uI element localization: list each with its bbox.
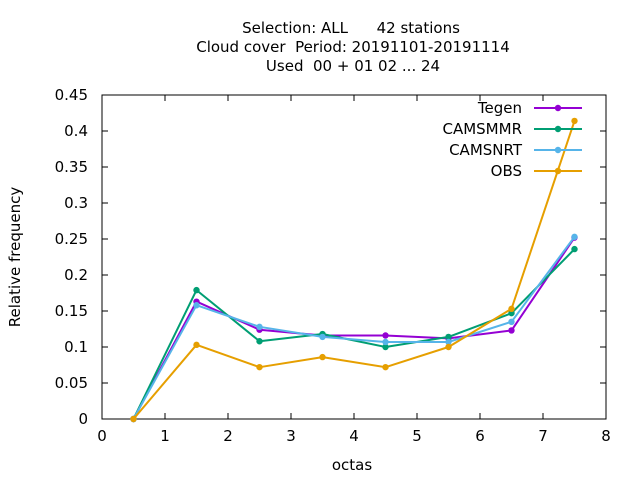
x-tick-label: 7	[538, 427, 548, 445]
y-tick-label: 0.3	[64, 194, 88, 212]
data-point-camsmmr	[382, 343, 389, 351]
data-point-camsnrt	[319, 333, 326, 341]
legend-item-obs: OBS	[491, 162, 582, 180]
axis-ticks: 0 1 2 3 4 5 6 7 8 0 0.05 0.1 0.15 0.2 0.25 0.3 0.35 0.4 0.…	[55, 86, 611, 445]
legend-label: OBS	[491, 162, 522, 180]
data-point-tegen	[508, 327, 515, 334]
y-axis-title: Relative frequency	[6, 187, 24, 328]
y-tick-label: 0.25	[55, 230, 88, 248]
y-tick-label: 0.4	[64, 122, 88, 140]
data-point-camsnrt	[193, 302, 200, 309]
data-point-obs	[130, 415, 137, 423]
series-line-camsmmr	[132, 248, 576, 420]
series-lines	[130, 117, 578, 423]
title-line-1: Selection: ALL 42 stations	[242, 19, 460, 37]
title-line-2: Cloud cover Period: 20191101-20191114	[196, 38, 510, 56]
y-tick-label: 0.1	[64, 338, 88, 356]
legend-swatch-marker	[554, 125, 562, 133]
data-point-camsmmr	[193, 286, 200, 294]
series-tegen	[130, 234, 578, 423]
legend-label: CAMSMMR	[442, 120, 522, 138]
series-obs	[130, 117, 578, 423]
y-tick-label: 0.35	[55, 158, 88, 176]
data-point-camsmmr	[256, 338, 263, 345]
legend-swatch-marker	[554, 104, 562, 112]
data-point-obs	[256, 363, 263, 371]
data-point-obs	[193, 341, 200, 349]
data-point-camsnrt	[571, 233, 578, 241]
y-tick-label: 0.45	[55, 86, 88, 104]
x-axis-title: octas	[332, 456, 372, 474]
data-point-camsnrt	[445, 338, 452, 346]
x-tick-label: 1	[160, 427, 170, 445]
data-point-obs	[508, 305, 515, 313]
x-tick-label: 6	[475, 427, 485, 445]
data-point-obs	[571, 117, 578, 125]
x-tick-label: 4	[349, 427, 359, 445]
y-tick-label: 0	[78, 410, 88, 428]
legend-item-tegen: Tegen	[477, 99, 582, 117]
y-tick-label: 0.15	[55, 302, 88, 320]
data-point-obs	[382, 363, 389, 371]
x-tick-label: 5	[412, 427, 422, 445]
legend-swatch-marker	[554, 146, 562, 154]
legend-item-camsnrt: CAMSNRT	[449, 141, 582, 159]
chart-title: Selection: ALL 42 stations Cloud cover P…	[196, 19, 510, 75]
plot-area	[101, 94, 607, 420]
x-tick-label: 3	[286, 427, 296, 445]
series-line-obs	[132, 120, 576, 420]
legend-label: CAMSNRT	[449, 141, 523, 159]
data-point-camsmmr	[571, 245, 578, 253]
legend-item-camsmmr: CAMSMMR	[442, 120, 582, 138]
legend-label: Tegen	[477, 99, 522, 117]
legend: Tegen CAMSMMR CAMSNRT OBS	[442, 99, 582, 180]
data-point-obs	[319, 353, 326, 361]
data-point-tegen	[382, 332, 389, 339]
title-line-3: Used 00 + 01 02 ... 24	[266, 57, 440, 75]
series-line-camsnrt	[132, 236, 576, 420]
x-tick-label: 2	[223, 427, 233, 445]
series-line-tegen	[132, 237, 576, 420]
data-point-obs	[445, 343, 452, 351]
series-camsmmr	[130, 245, 578, 423]
data-point-camsmmr	[445, 333, 452, 341]
data-point-camsnrt	[508, 318, 515, 325]
data-point-camsnrt	[256, 323, 263, 331]
y-tick-label: 0.2	[64, 266, 88, 284]
x-tick-label: 0	[97, 427, 107, 445]
y-tick-label: 0.05	[55, 374, 88, 392]
x-tick-label: 8	[601, 427, 611, 445]
data-point-camsnrt	[382, 338, 389, 346]
legend-swatch-marker	[554, 167, 562, 175]
